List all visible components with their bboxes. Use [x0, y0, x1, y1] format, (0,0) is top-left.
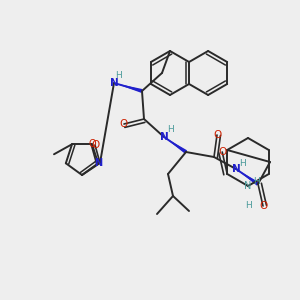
- Text: O: O: [218, 147, 226, 157]
- Text: H: H: [168, 125, 174, 134]
- Text: O: O: [91, 140, 99, 150]
- Text: H: H: [116, 71, 122, 80]
- Text: N: N: [110, 78, 118, 88]
- Text: H: H: [244, 202, 251, 211]
- Polygon shape: [164, 137, 187, 154]
- Text: O: O: [120, 119, 128, 129]
- Text: H: H: [240, 158, 246, 167]
- Text: O: O: [88, 139, 96, 149]
- Text: N: N: [94, 158, 102, 168]
- Text: O: O: [259, 201, 267, 211]
- Text: O: O: [213, 130, 221, 140]
- Text: N: N: [160, 132, 168, 142]
- Polygon shape: [236, 169, 259, 186]
- Text: N: N: [244, 181, 252, 191]
- Polygon shape: [114, 83, 142, 93]
- Text: N: N: [232, 164, 240, 174]
- Text: H: H: [253, 176, 260, 185]
